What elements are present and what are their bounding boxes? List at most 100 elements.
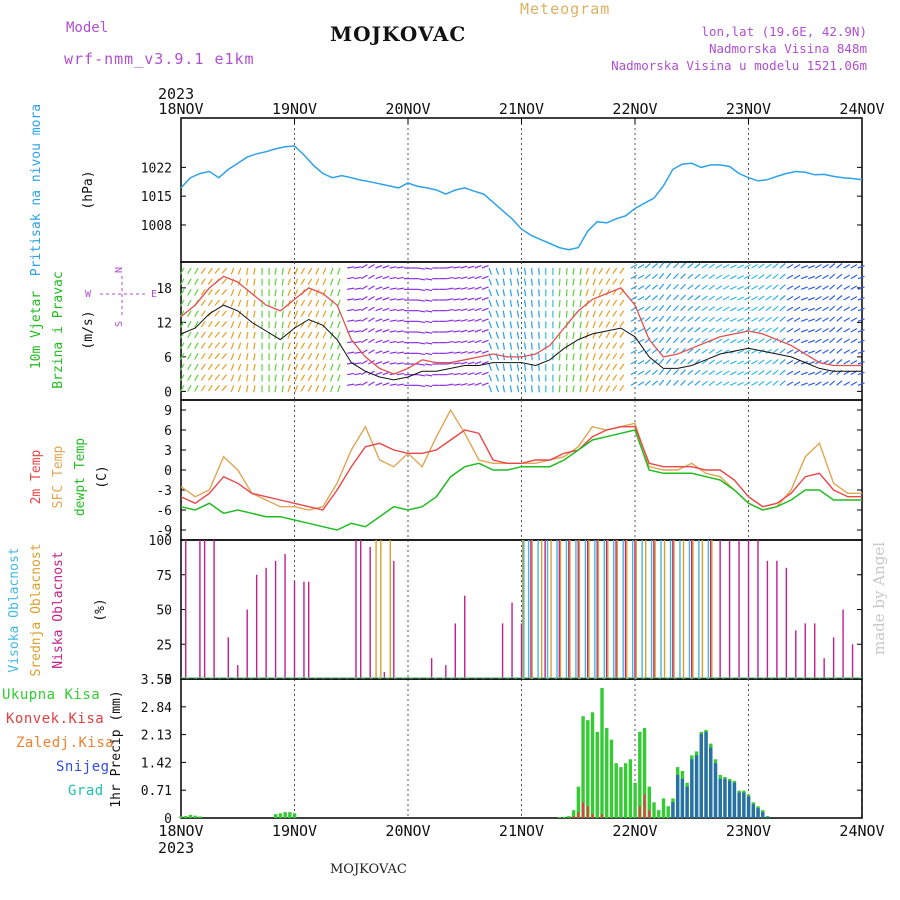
wind-arrow	[281, 278, 284, 286]
wind-arrow	[779, 305, 786, 312]
wind-arrow	[274, 385, 277, 393]
wind-arrow	[751, 285, 758, 290]
wind-arrow	[829, 359, 836, 365]
wind-arrow	[857, 361, 865, 365]
wind-arrow	[330, 342, 334, 350]
wind-arrow	[361, 327, 368, 333]
wind-arrow	[194, 342, 199, 350]
wind-arrow	[509, 374, 513, 382]
wind-arrow	[800, 318, 808, 322]
wind-arrow	[307, 385, 313, 392]
wind-arrow	[322, 310, 327, 318]
wind-arrow	[509, 299, 513, 307]
wind-arrow	[307, 363, 313, 371]
wind-arrow	[729, 307, 737, 312]
wind-arrow	[509, 321, 513, 329]
wind-arrow	[729, 275, 737, 280]
wind-arrow	[701, 338, 708, 344]
y-tick-label-temperature: 3	[164, 444, 172, 459]
wind-arrow	[509, 289, 513, 297]
wind-arrow	[330, 289, 334, 297]
wind-arrow	[701, 370, 708, 376]
wind-arrow	[708, 380, 716, 386]
wind-arrow	[612, 342, 618, 349]
wind-arrow	[354, 330, 362, 333]
wind-arrow	[221, 320, 228, 328]
precip-legend-item: Konvek.Kisa	[6, 711, 104, 727]
precip-total-bar	[288, 812, 292, 818]
wind-arrow	[194, 374, 199, 382]
wind-arrow	[467, 276, 475, 280]
wind-arrow	[523, 331, 527, 339]
wind-arrow	[460, 297, 468, 301]
wind-arrow	[495, 321, 500, 329]
wind-arrow	[417, 320, 426, 324]
wind-arrow	[829, 327, 836, 333]
wind-arrow	[565, 353, 568, 361]
wind-arrow	[488, 299, 492, 307]
wind-arrow	[558, 374, 561, 382]
wind-arrow	[708, 274, 716, 280]
wind-arrow	[214, 288, 220, 296]
wind-arrow	[315, 374, 320, 382]
y-tick-label-precipitation: 3.55	[141, 673, 172, 688]
wind-arrow	[758, 295, 765, 301]
wind-arrow	[300, 385, 306, 392]
wind-arrow	[315, 289, 320, 296]
wind-arrow	[300, 363, 306, 371]
wind-arrow	[446, 340, 454, 344]
wind-arrow	[658, 336, 665, 344]
wind-arrow	[772, 316, 779, 322]
wind-arrow	[207, 288, 213, 296]
wind-arrow	[637, 327, 645, 333]
wind-arrow	[822, 263, 829, 269]
wind-arrow	[281, 321, 284, 329]
year-label-bottom: 2023	[158, 839, 195, 857]
wind-arrow	[179, 267, 185, 275]
wind-arrow	[815, 295, 822, 301]
wind-arrow	[361, 285, 368, 290]
wind-arrow	[287, 385, 291, 393]
wind-arrow	[425, 342, 433, 345]
wind-arrow	[619, 299, 625, 307]
wind-arrow	[509, 331, 513, 339]
wind-arrow	[322, 331, 327, 339]
wind-arrow	[651, 263, 658, 269]
y-tick-label-temperature: -6	[156, 504, 172, 519]
precip-total-bar	[198, 816, 202, 818]
wind-arrow	[665, 336, 672, 344]
wind-arrow	[502, 310, 506, 318]
wind-arrow	[694, 348, 701, 354]
wind-arrow	[368, 306, 375, 312]
wind-arrow	[237, 310, 242, 318]
wind-arrow	[751, 381, 758, 386]
wind-arrow	[630, 317, 638, 322]
wind-arrow	[538, 278, 540, 286]
wind-arrow	[751, 370, 758, 376]
wind-arrow	[382, 361, 390, 365]
wind-arrow	[502, 385, 506, 393]
x-tick-label-top: 18NOV	[158, 100, 203, 118]
wind-arrow	[354, 319, 362, 322]
wind-arrow	[253, 299, 256, 307]
wind-arrow	[396, 383, 404, 386]
wind-arrow	[605, 267, 611, 275]
wind-arrow	[619, 267, 625, 275]
wind-arrow	[808, 286, 816, 290]
wind-arrow	[417, 288, 426, 292]
wind-arrow	[843, 359, 851, 365]
wind-arrow	[665, 294, 672, 301]
wind-arrow	[417, 299, 426, 302]
wind-arrow	[330, 374, 334, 382]
wind-arrow	[417, 363, 426, 366]
wind-arrow	[751, 349, 758, 354]
wind-arrow	[207, 374, 213, 381]
wind-arrow	[337, 363, 341, 371]
wind-arrow	[715, 349, 723, 354]
wind-arrow	[786, 381, 794, 386]
wind-arrow	[488, 278, 492, 286]
wind-arrow	[246, 310, 249, 318]
wind-arrow	[772, 359, 779, 365]
wind-arrow	[644, 284, 651, 290]
wind-arrow	[793, 263, 801, 269]
